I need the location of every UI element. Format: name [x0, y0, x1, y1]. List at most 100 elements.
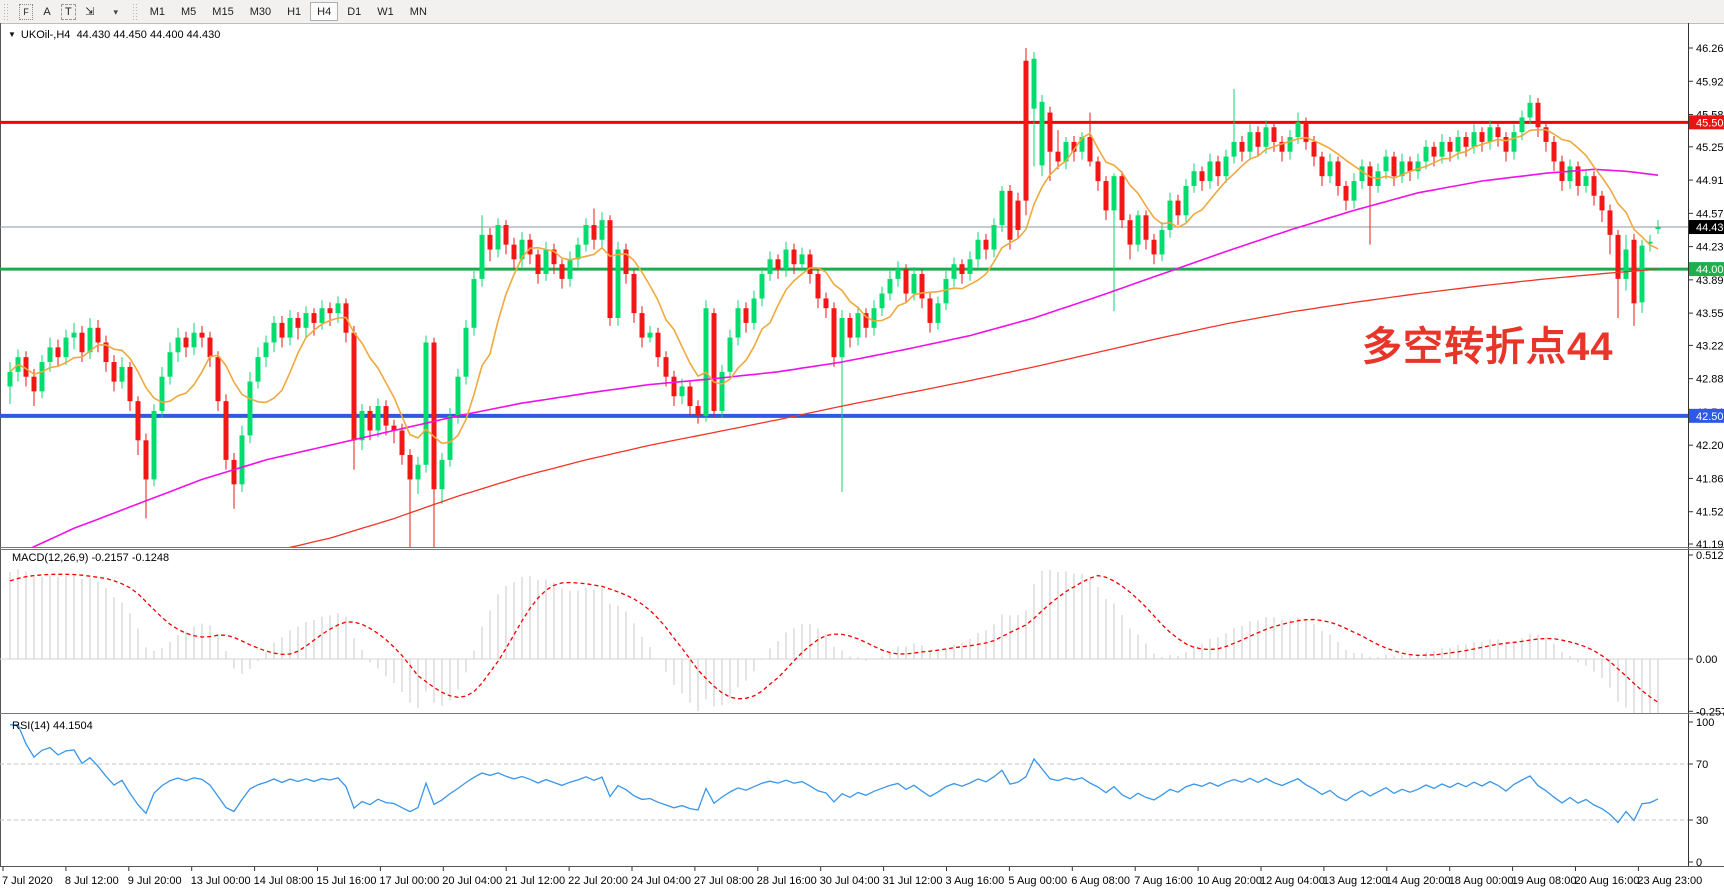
candle: [1647, 234, 1653, 252]
svg-text:41.860: 41.860: [1696, 473, 1724, 485]
candle: [895, 261, 901, 287]
candle: [1055, 130, 1061, 170]
horizontal-level-lines[interactable]: [0, 120, 1688, 418]
candle: [815, 269, 821, 309]
timeframe-button-w1[interactable]: W1: [370, 2, 401, 21]
macd-signal-line: [9, 573, 1659, 703]
candle: [983, 233, 989, 260]
svg-text:44.430: 44.430: [1696, 222, 1724, 234]
svg-text:46.260: 46.260: [1696, 43, 1724, 55]
candle: [271, 316, 277, 353]
candle: [1559, 155, 1565, 191]
candle: [199, 325, 205, 348]
candle: [415, 456, 421, 495]
ma-slow-line: [288, 268, 1659, 547]
candle: [1255, 126, 1261, 157]
svg-text:44.230: 44.230: [1696, 242, 1724, 254]
time-axis[interactable]: 7 Jul 2020 8 Jul 12:00 9 Jul 20:00 13 Jul 0…: [2, 867, 1702, 887]
candle: [695, 400, 701, 424]
macd-panel[interactable]: [0, 569, 1688, 720]
candle: [135, 396, 141, 455]
price-badge-44.000: 44.000: [1689, 262, 1724, 277]
candle: [751, 290, 757, 330]
macd-axis[interactable]: 0.5121 0.00 -0.2578: [1689, 550, 1724, 718]
candle: [367, 406, 373, 441]
timeframe-button-m30[interactable]: M30: [243, 2, 278, 21]
candle: [1599, 190, 1605, 223]
svg-text:0: 0: [1696, 857, 1702, 869]
frame-tool-button[interactable]: F: [19, 4, 33, 20]
candle: [831, 302, 837, 367]
rsi-panel[interactable]: [0, 724, 1688, 824]
timeframe-button-d1[interactable]: D1: [340, 2, 368, 21]
candle: [1287, 130, 1293, 160]
candle: [1607, 204, 1613, 255]
candle: [1479, 127, 1485, 152]
candle: [1391, 151, 1397, 186]
candle: [791, 243, 797, 274]
candle: [1511, 124, 1517, 160]
candle: [903, 264, 909, 304]
candle: [1263, 120, 1269, 154]
timeframe-button-mn[interactable]: MN: [403, 2, 434, 21]
candle: [495, 218, 501, 258]
rsi-axis[interactable]: 100 70 30 0: [1689, 717, 1714, 869]
candle: [39, 355, 45, 399]
svg-text:44.000: 44.000: [1696, 264, 1724, 276]
candle: [1199, 166, 1205, 191]
svg-text:14 Aug 20:00: 14 Aug 20:00: [1386, 875, 1451, 887]
candle: [455, 368, 461, 424]
arrow-tool-button[interactable]: A: [35, 2, 59, 21]
candle: [1063, 137, 1069, 170]
move-tool-button[interactable]: ⇲: [78, 2, 102, 21]
candle: [295, 312, 301, 340]
candle: [703, 300, 709, 422]
candle: [1183, 179, 1189, 223]
candle: [823, 292, 829, 319]
svg-text:100: 100: [1696, 717, 1714, 729]
candle: [1591, 171, 1597, 206]
candle: [1327, 153, 1333, 184]
candle: [359, 404, 365, 451]
toolbar-grip-2[interactable]: [131, 3, 139, 20]
candle: [511, 237, 517, 270]
svg-text:0.00: 0.00: [1696, 654, 1717, 666]
candle: [639, 306, 645, 348]
candle: [743, 302, 749, 333]
candle: [351, 325, 357, 470]
timeframe-button-m5[interactable]: M5: [174, 2, 203, 21]
candle: [223, 394, 229, 470]
candle: [927, 292, 933, 333]
candle: [247, 371, 253, 444]
candle: [1351, 173, 1357, 209]
candle: [567, 251, 573, 287]
timeframe-button-m1[interactable]: M1: [143, 2, 172, 21]
candle: [231, 453, 237, 509]
candle: [207, 331, 213, 367]
toolbar-grip[interactable]: [3, 3, 10, 20]
candle: [391, 419, 397, 444]
candle: [1495, 122, 1501, 147]
toolbar: F A T ⇲ ▾ M1 M5 M15 M30 H1 H4 D1 W1 MN: [0, 0, 1724, 24]
text-tool-button[interactable]: T: [61, 4, 76, 20]
candle: [1623, 234, 1629, 291]
candle: [1583, 169, 1589, 193]
tool-dropdown-caret-button[interactable]: ▾: [104, 2, 128, 21]
candle: [767, 251, 773, 281]
chart-canvas[interactable]: 46.26045.92045.58045.25044.91044.57044.2…: [0, 23, 1724, 891]
candle: [279, 316, 285, 348]
timeframe-button-h1[interactable]: H1: [280, 2, 308, 21]
timeframe-button-m15[interactable]: M15: [205, 2, 240, 21]
candle: [855, 306, 861, 346]
chart-annotation-text[interactable]: 多空转折点44: [1362, 325, 1614, 369]
candle: [711, 308, 717, 418]
svg-text:43.220: 43.220: [1696, 340, 1724, 352]
candle: [383, 400, 389, 436]
timeframe-button-h4[interactable]: H4: [310, 2, 339, 21]
candle: [783, 241, 789, 277]
price-axis[interactable]: 46.26045.92045.58045.25044.91044.57044.2…: [1689, 43, 1724, 551]
candle: [151, 404, 157, 487]
symbol-dropdown-icon[interactable]: ▼: [8, 30, 16, 39]
candle: [487, 228, 493, 262]
svg-text:24 Jul 04:00: 24 Jul 04:00: [631, 875, 691, 887]
